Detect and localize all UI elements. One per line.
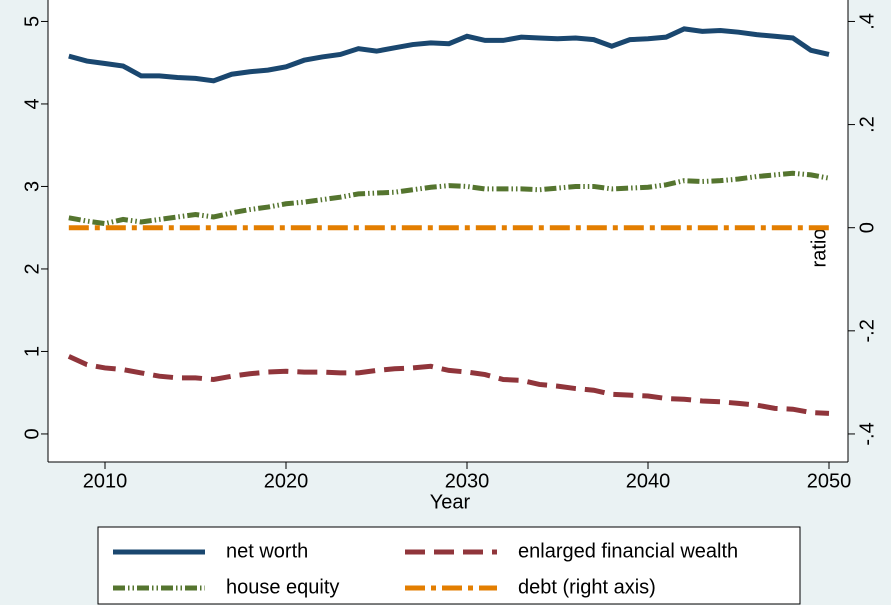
legend-label: net worth — [226, 540, 308, 562]
x-tick-label: 2030 — [445, 470, 490, 492]
x-tick-label: 2010 — [83, 470, 128, 492]
x-axis-label: Year — [430, 491, 471, 513]
y-tick-label: 1 — [21, 346, 43, 357]
x-tick-label: 2050 — [807, 470, 852, 492]
legend-box — [97, 526, 801, 605]
legend-label: debt (right axis) — [518, 576, 656, 598]
series-line — [67, 354, 830, 416]
y-tick-label: 2 — [21, 263, 43, 274]
y-tick-label: 3 — [21, 181, 43, 192]
y2-axis-label: ratio — [808, 229, 830, 268]
y2-tick-label: .4 — [856, 13, 878, 30]
legend-label: enlarged financial wealth — [518, 540, 738, 562]
x-tick-label: 2020 — [264, 470, 309, 492]
y-tick-label: 5 — [21, 16, 43, 27]
x-tick-label: 2040 — [626, 470, 671, 492]
series-line — [68, 26, 830, 84]
y2-tick-label: .2 — [856, 116, 878, 133]
y2-tick-label: -.2 — [856, 319, 878, 342]
y2-tick-label: -.4 — [856, 422, 878, 445]
series-line — [68, 170, 830, 227]
y-tick-label: 4 — [21, 98, 43, 109]
y-tick-label: 0 — [21, 428, 43, 439]
legend-label: house equity — [226, 576, 339, 598]
plot-area — [48, 0, 848, 462]
y2-tick-label: 0 — [856, 222, 878, 233]
